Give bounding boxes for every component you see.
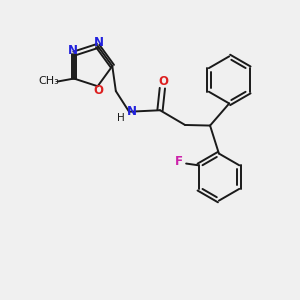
Text: H: H bbox=[117, 112, 125, 123]
Text: O: O bbox=[159, 75, 169, 88]
Text: N: N bbox=[94, 36, 103, 49]
Text: N: N bbox=[68, 44, 78, 57]
Text: CH₃: CH₃ bbox=[38, 76, 59, 86]
Text: F: F bbox=[175, 155, 182, 168]
Text: N: N bbox=[127, 105, 137, 118]
Text: O: O bbox=[93, 84, 103, 97]
